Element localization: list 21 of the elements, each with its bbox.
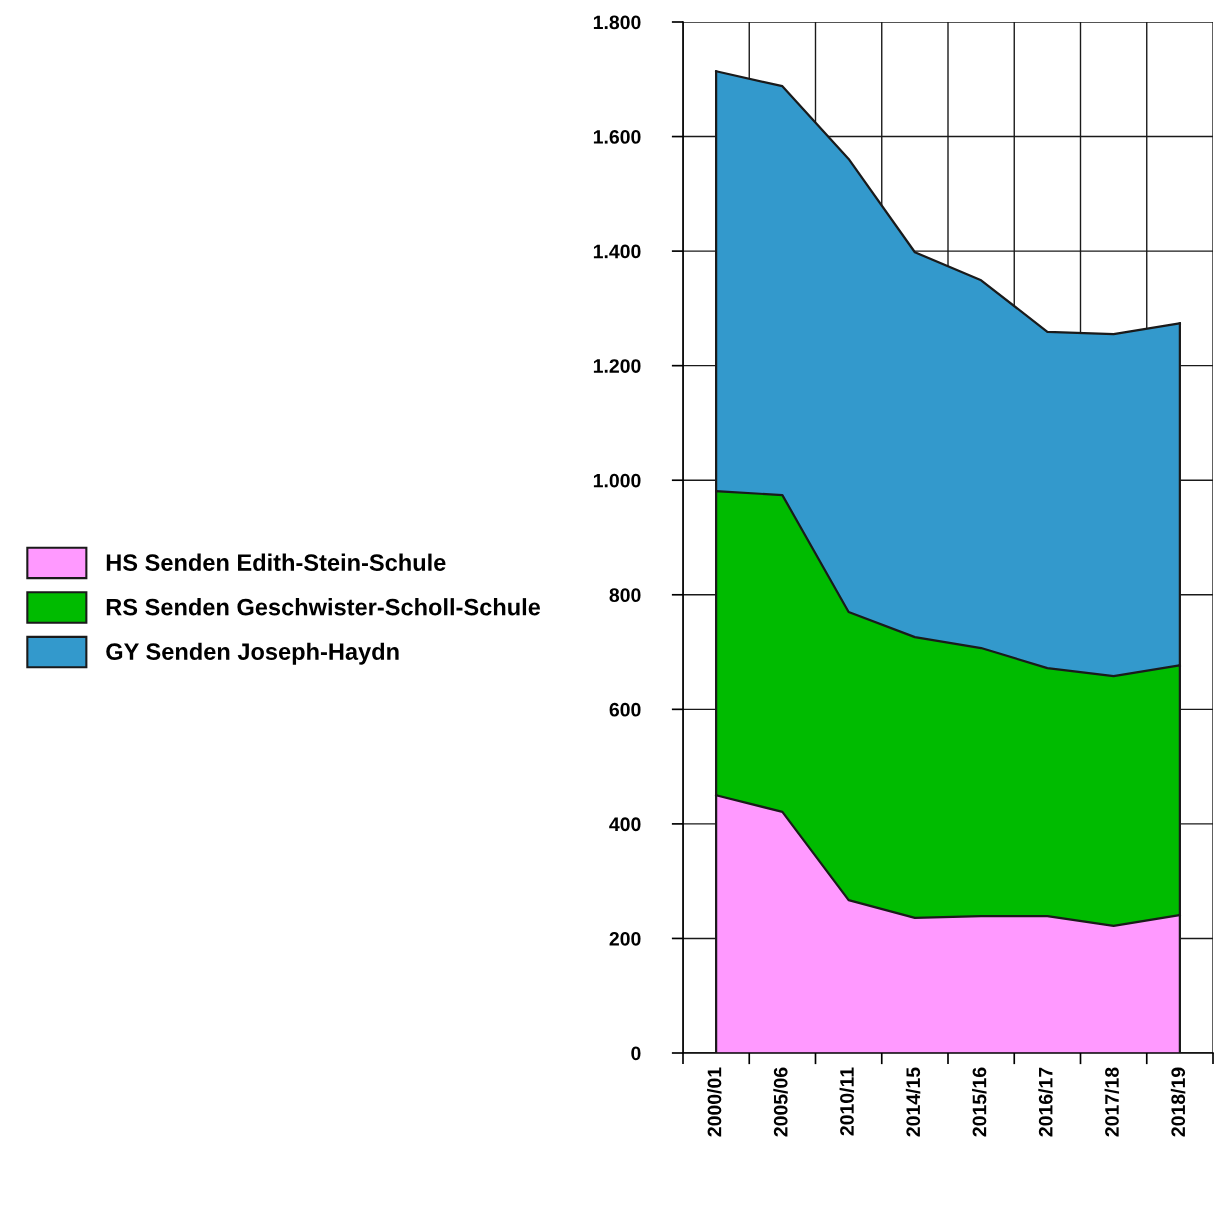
- y-tick-label: 200: [609, 931, 641, 946]
- y-tick-label: 1.000: [593, 473, 641, 488]
- legend-label: RS Senden Geschwister-Scholl-Schule: [106, 598, 541, 616]
- x-tick-label: 2005/06: [773, 1067, 788, 1137]
- y-tick-label: 1.200: [593, 359, 641, 373]
- x-tick-label: 2016/17: [1038, 1067, 1053, 1137]
- y-tick-label: 1.600: [593, 130, 641, 144]
- x-tick-label: 2000/01: [707, 1067, 722, 1137]
- legend-label: HS Senden Edith-Stein-Schule: [106, 553, 446, 571]
- legend-label: GY Senden Joseph-Haydn: [106, 642, 399, 665]
- x-tick-label: 2015/16: [972, 1067, 987, 1137]
- y-tick-label: 1.400: [593, 244, 641, 259]
- y-tick-label: 600: [609, 702, 641, 717]
- x-tick-label: 2018/19: [1170, 1067, 1186, 1137]
- y-tick-label: 400: [609, 817, 641, 832]
- y-tick-label: 1.800: [593, 15, 641, 30]
- y-tick-label: 800: [609, 588, 641, 603]
- x-tick-label: 2010/11: [839, 1067, 855, 1136]
- y-tick-label: 0: [631, 1046, 641, 1061]
- x-tick-label: 2014/15: [905, 1067, 921, 1137]
- x-tick-label: 2017/18: [1104, 1067, 1120, 1137]
